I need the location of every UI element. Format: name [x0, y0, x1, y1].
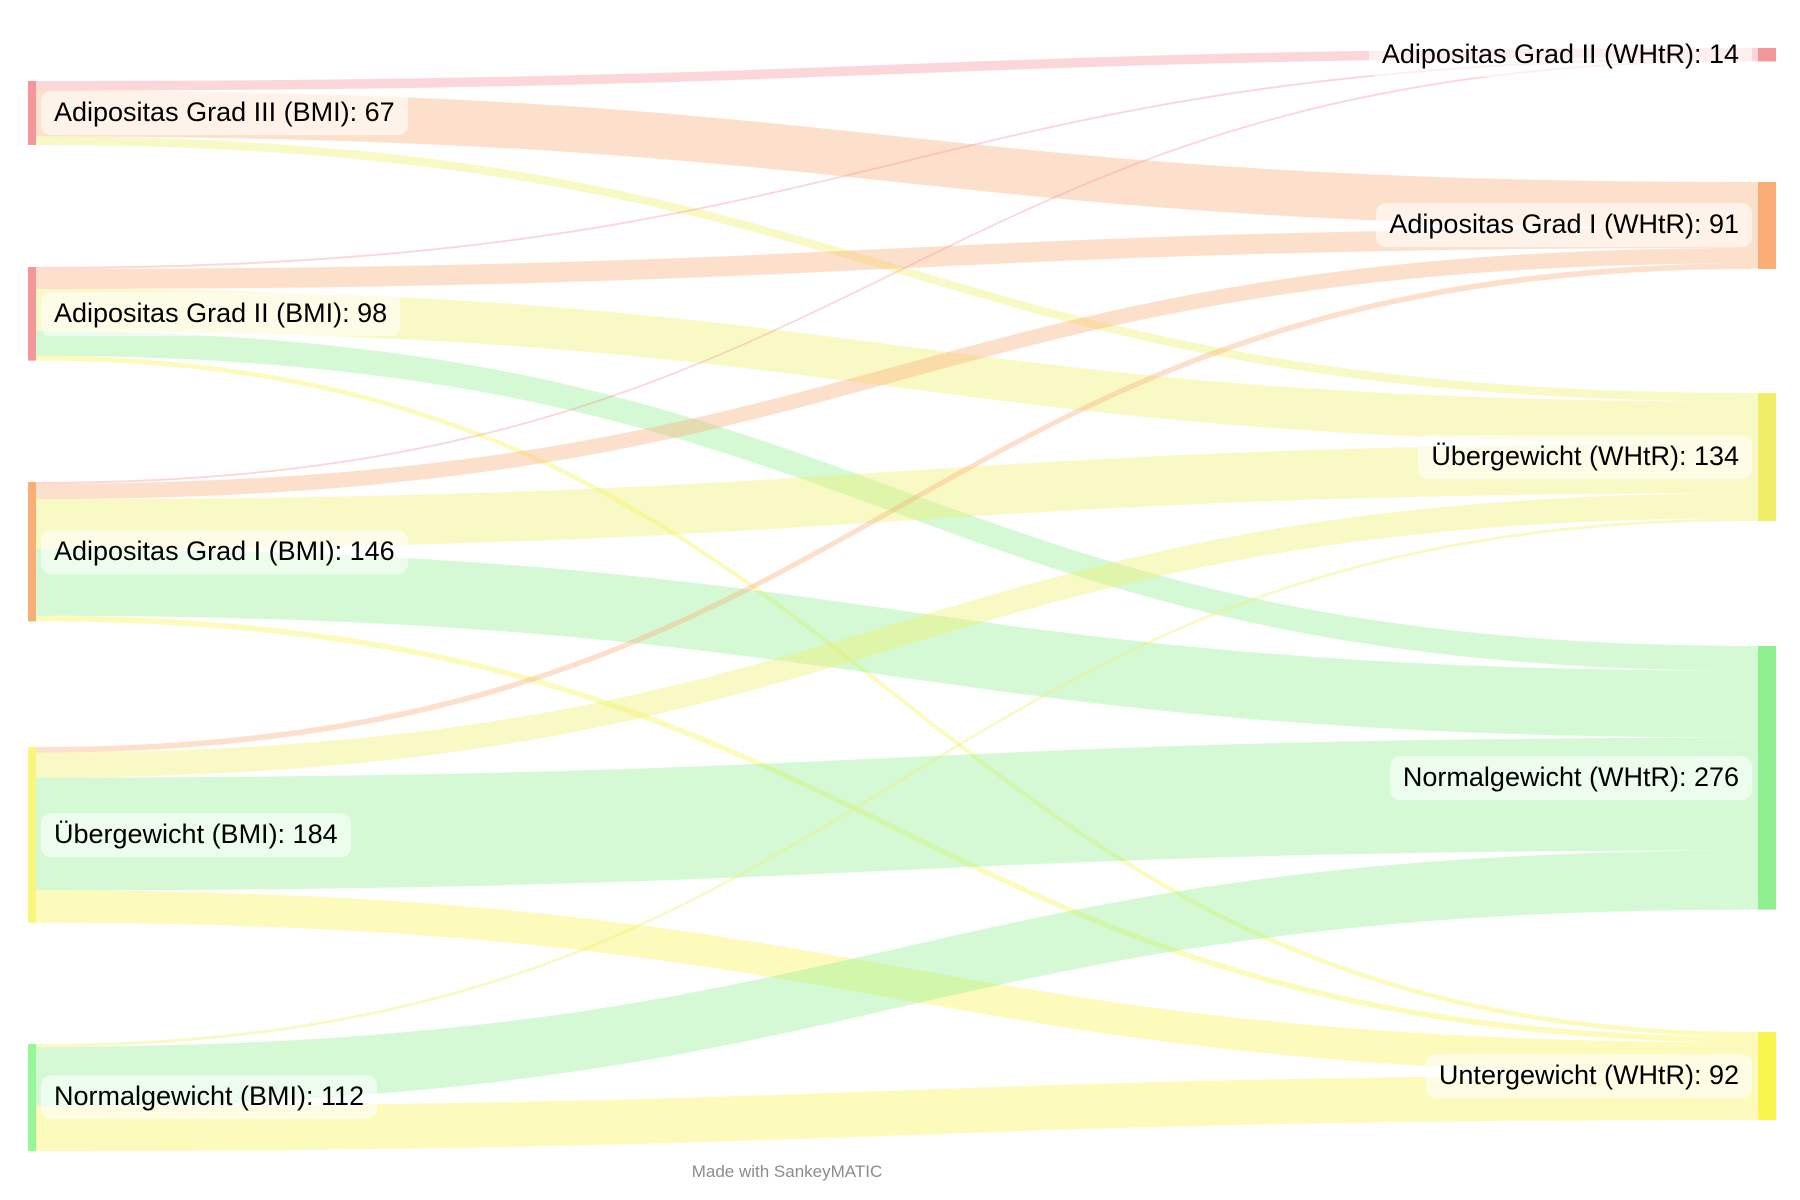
flow-bmi-uebergewicht-to-whtr-untergewicht	[36, 890, 1758, 1075]
flow-bmi-adipositas-1-to-whtr-normalgewicht	[36, 548, 1758, 738]
flow-bmi-normalgewicht-to-whtr-untergewicht	[36, 1075, 1758, 1151]
node-bar-whtr-normalgewicht[interactable]	[1758, 646, 1776, 910]
node-label-bmi-uebergewicht: Übergewicht (BMI): 184	[41, 813, 351, 857]
node-label-bmi-normalgewicht: Normalgewicht (BMI): 112	[41, 1075, 378, 1119]
flow-bmi-adipositas-1-to-whtr-adipositas-2	[36, 59, 1758, 484]
flow-bmi-adipositas-2-to-whtr-normalgewicht	[36, 331, 1758, 671]
node-label-bmi-adipositas-1: Adipositas Grad I (BMI): 146	[41, 530, 408, 574]
node-bar-bmi-adipositas-1[interactable]	[28, 482, 36, 622]
flow-bmi-adipositas-3-to-whtr-adipositas-2	[36, 48, 1758, 91]
flow-bmi-uebergewicht-to-whtr-adipositas-1	[36, 263, 1758, 753]
node-label-whtr-untergewicht: Untergewicht (WHtR): 92	[1425, 1054, 1752, 1098]
node-bar-whtr-adipositas-2[interactable]	[1758, 48, 1776, 62]
node-bar-bmi-adipositas-2[interactable]	[28, 267, 36, 361]
node-label-bmi-adipositas-3: Adipositas Grad III (BMI): 67	[41, 91, 408, 135]
flow-bmi-adipositas-3-to-whtr-adipositas-1	[36, 90, 1758, 228]
node-bar-bmi-adipositas-3[interactable]	[28, 81, 36, 145]
flow-bmi-adipositas-2-to-whtr-uebergewicht	[36, 289, 1758, 444]
flow-bmi-adipositas-3-to-whtr-uebergewicht	[36, 136, 1758, 402]
node-bar-whtr-untergewicht[interactable]	[1758, 1032, 1776, 1120]
sankeymatic-credit: Made with SankeyMATIC	[691, 1162, 883, 1181]
node-bar-bmi-uebergewicht[interactable]	[28, 747, 36, 923]
node-label-whtr-adipositas-2: Adipositas Grad II (WHtR): 14	[1368, 33, 1752, 77]
flow-bmi-adipositas-1-to-whtr-untergewicht	[36, 615, 1758, 1043]
flow-bmi-adipositas-1-to-whtr-adipositas-1	[36, 247, 1758, 500]
flow-bmi-normalgewicht-to-whtr-uebergewicht	[36, 518, 1758, 1047]
flow-bmi-adipositas-2-to-whtr-adipositas-1	[36, 227, 1758, 289]
node-bar-whtr-adipositas-1[interactable]	[1758, 182, 1776, 269]
node-bar-whtr-uebergewicht[interactable]	[1758, 393, 1776, 521]
node-label-whtr-uebergewicht: Übergewicht (WHtR): 134	[1418, 435, 1752, 479]
flow-bmi-adipositas-2-to-whtr-adipositas-2	[36, 57, 1758, 269]
flow-bmi-normalgewicht-to-whtr-normalgewicht	[36, 850, 1758, 1107]
flow-bmi-adipositas-2-to-whtr-untergewicht	[36, 355, 1758, 1037]
flow-bmi-adipositas-1-to-whtr-uebergewicht	[36, 443, 1758, 549]
node-label-whtr-adipositas-1: Adipositas Grad I (WHtR): 91	[1376, 203, 1752, 247]
flow-bmi-uebergewicht-to-whtr-normalgewicht	[36, 737, 1758, 891]
flow-bmi-uebergewicht-to-whtr-uebergewicht	[36, 493, 1758, 778]
node-label-bmi-adipositas-2: Adipositas Grad II (BMI): 98	[41, 292, 401, 336]
node-bar-bmi-normalgewicht[interactable]	[28, 1044, 36, 1151]
node-label-whtr-normalgewicht: Normalgewicht (WHtR): 276	[1389, 756, 1752, 800]
